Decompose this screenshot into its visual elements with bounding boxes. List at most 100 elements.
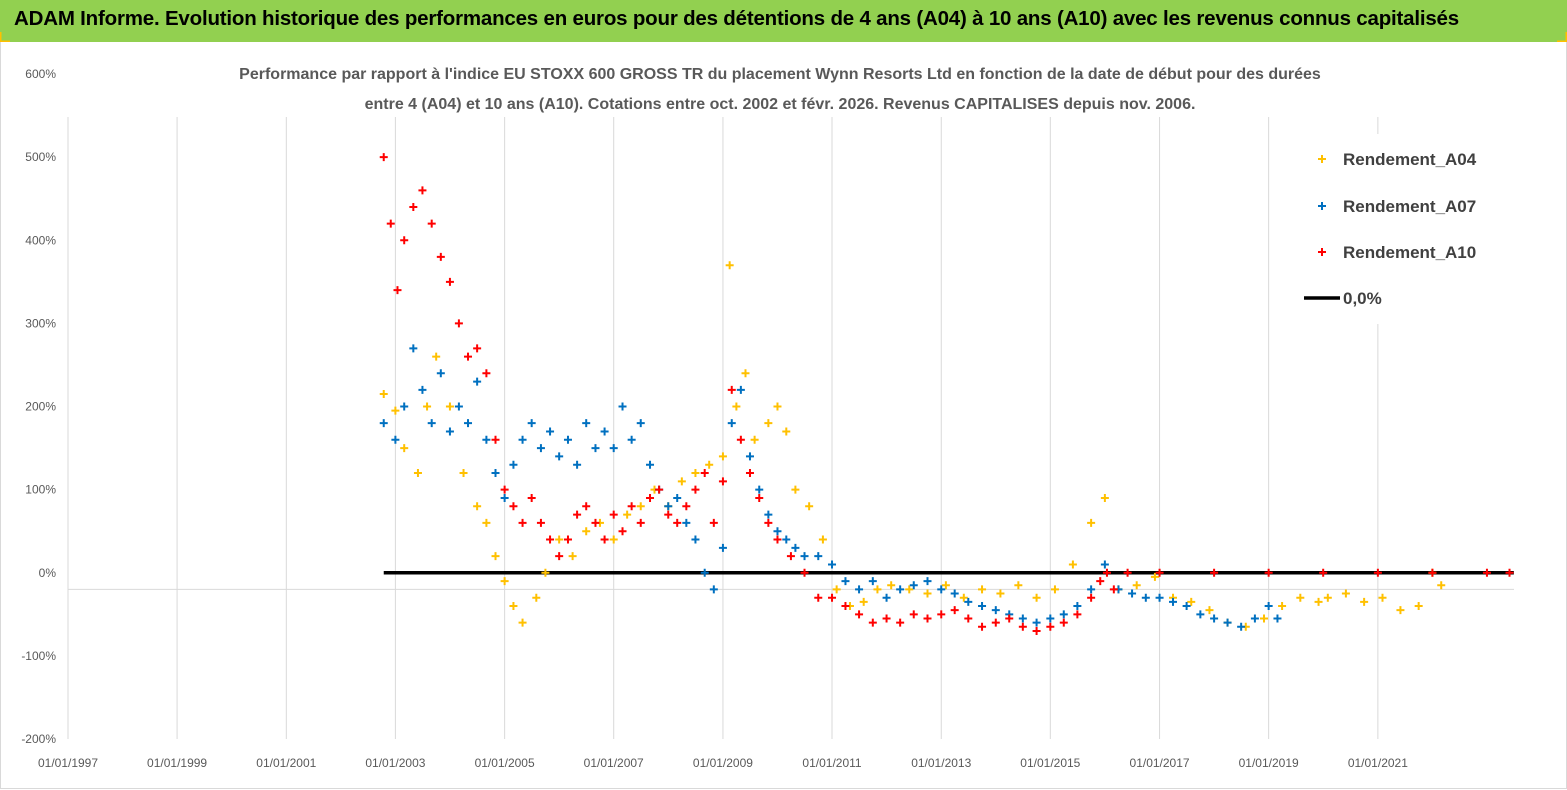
- data-point: [991, 606, 1000, 615]
- data-point: [882, 593, 891, 602]
- data-point: [445, 427, 454, 436]
- x-tick-label: 01/01/2003: [365, 756, 425, 770]
- data-point: [800, 568, 809, 577]
- data-point: [909, 610, 918, 619]
- vertical-gridlines: [67, 117, 1514, 739]
- data-point: [1059, 610, 1068, 619]
- data-point: [623, 510, 632, 519]
- data-point: [709, 585, 718, 594]
- data-point: [964, 597, 973, 606]
- data-point: [814, 593, 823, 602]
- data-point: [736, 435, 745, 444]
- data-point: [841, 577, 850, 586]
- y-tick-label: 400%: [25, 233, 56, 247]
- data-point: [1014, 581, 1023, 590]
- data-point: [1341, 589, 1350, 598]
- data-point: [379, 153, 388, 162]
- data-point: [727, 419, 736, 428]
- data-point: [500, 493, 509, 502]
- data-point: [764, 518, 773, 527]
- data-point: [509, 460, 518, 469]
- data-point: [591, 444, 600, 453]
- data-point: [582, 527, 591, 536]
- data-point: [646, 460, 655, 469]
- y-tick-label: 500%: [25, 150, 56, 164]
- data-point: [1264, 602, 1273, 610]
- data-point: [500, 485, 509, 494]
- data-point: [1182, 602, 1191, 610]
- data-point: [1128, 589, 1137, 598]
- data-point: [473, 502, 482, 511]
- data-point: [636, 518, 645, 527]
- data-point: [964, 614, 973, 623]
- report-banner: ADAM Informe. Evolution historique des p…: [0, 0, 1567, 42]
- chart-legend: Rendement_A04 Rendement_A07 Rendement_A10 0…: [1280, 134, 1490, 324]
- data-point: [1237, 622, 1246, 631]
- data-point: [673, 493, 682, 502]
- data-point: [432, 352, 441, 361]
- data-point: [664, 510, 673, 519]
- legend-marker-icon: [1318, 248, 1326, 256]
- data-point: [636, 419, 645, 428]
- data-point: [1123, 568, 1132, 577]
- data-point: [393, 286, 402, 295]
- data-point: [518, 618, 527, 627]
- data-point: [923, 577, 932, 586]
- data-point: [1378, 593, 1387, 602]
- legend-label: 0,0%: [1343, 289, 1382, 308]
- data-point: [1050, 585, 1059, 594]
- data-point: [709, 518, 718, 527]
- data-point: [418, 385, 427, 394]
- data-point: [582, 502, 591, 511]
- y-tick-label: 600%: [25, 67, 56, 81]
- x-tick-label: 01/01/2015: [1020, 756, 1080, 770]
- data-point: [1273, 614, 1282, 623]
- data-point: [1319, 568, 1328, 577]
- data-point: [518, 435, 527, 444]
- data-point: [582, 419, 591, 428]
- legend-marker-icon: [1318, 202, 1326, 210]
- data-point: [859, 597, 868, 606]
- data-point: [427, 219, 436, 228]
- data-point: [454, 319, 463, 328]
- data-point: [409, 344, 418, 353]
- data-point: [1141, 593, 1150, 602]
- data-point: [1360, 597, 1369, 606]
- data-point: [800, 552, 809, 561]
- x-tick-label: 01/01/2013: [911, 756, 971, 770]
- data-point: [423, 402, 432, 411]
- y-tick-label: 0%: [39, 566, 57, 580]
- data-point: [1414, 602, 1423, 610]
- data-point: [379, 419, 388, 428]
- x-tick-label: 01/01/1997: [38, 756, 98, 770]
- legend-label: Rendement_A07: [1343, 197, 1476, 216]
- data-point: [736, 385, 745, 394]
- x-tick-label: 01/01/2009: [693, 756, 753, 770]
- data-point: [991, 618, 1000, 627]
- data-point: [764, 510, 773, 519]
- legend-box: [1280, 134, 1490, 324]
- series-layer: [379, 153, 1514, 635]
- data-point: [409, 203, 418, 211]
- data-point: [500, 577, 509, 586]
- data-point: [855, 585, 864, 594]
- data-point: [1260, 614, 1269, 623]
- data-point: [555, 552, 564, 561]
- data-point: [1046, 614, 1055, 623]
- data-point: [745, 469, 754, 477]
- data-point: [1018, 622, 1027, 631]
- data-point: [555, 535, 564, 544]
- data-point: [400, 402, 409, 411]
- data-point: [1102, 568, 1111, 577]
- data-point: [1059, 618, 1068, 627]
- data-point: [950, 589, 959, 598]
- data-point: [473, 344, 482, 353]
- data-point: [700, 568, 709, 577]
- data-point: [482, 369, 491, 378]
- data-point: [814, 552, 823, 561]
- data-point: [473, 377, 482, 386]
- data-point: [391, 406, 400, 415]
- series-rendement-a10: [379, 153, 1514, 635]
- data-point: [1296, 593, 1305, 602]
- data-point: [1250, 614, 1259, 623]
